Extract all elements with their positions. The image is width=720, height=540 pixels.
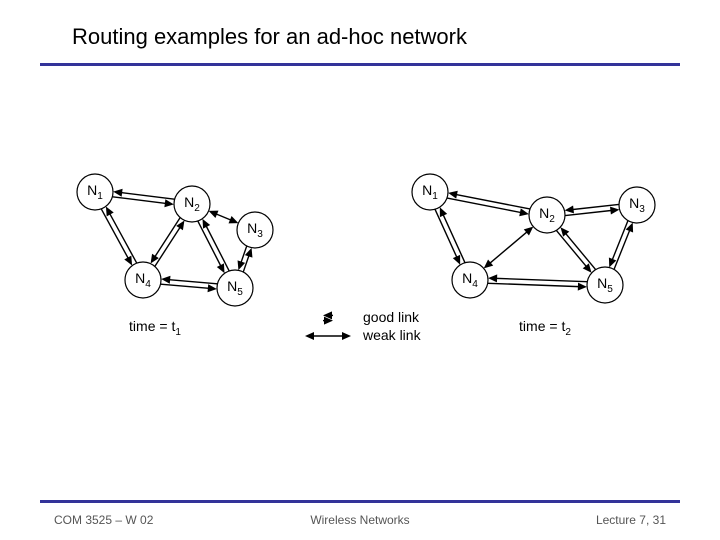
node-label: N5 (227, 278, 243, 298)
node-label: N1 (87, 182, 103, 202)
slide: Routing examples for an ad-hoc network N… (0, 0, 720, 540)
node-label: N3 (629, 195, 645, 215)
diagram-canvas (0, 0, 720, 540)
node-label: N3 (247, 220, 263, 240)
node-label: N4 (135, 270, 151, 290)
node-label: N5 (597, 275, 613, 295)
node-label: N1 (422, 182, 438, 202)
time-caption: time = t2 (519, 318, 571, 338)
legend-good: good link (363, 309, 419, 325)
footer-right: Lecture 7, 31 (596, 513, 666, 527)
node-label: N2 (539, 205, 555, 225)
node-label: N2 (184, 194, 200, 214)
legend-weak: weak link (363, 327, 421, 343)
time-caption: time = t1 (129, 318, 181, 338)
footer-rule (40, 500, 680, 503)
node-label: N4 (462, 270, 478, 290)
